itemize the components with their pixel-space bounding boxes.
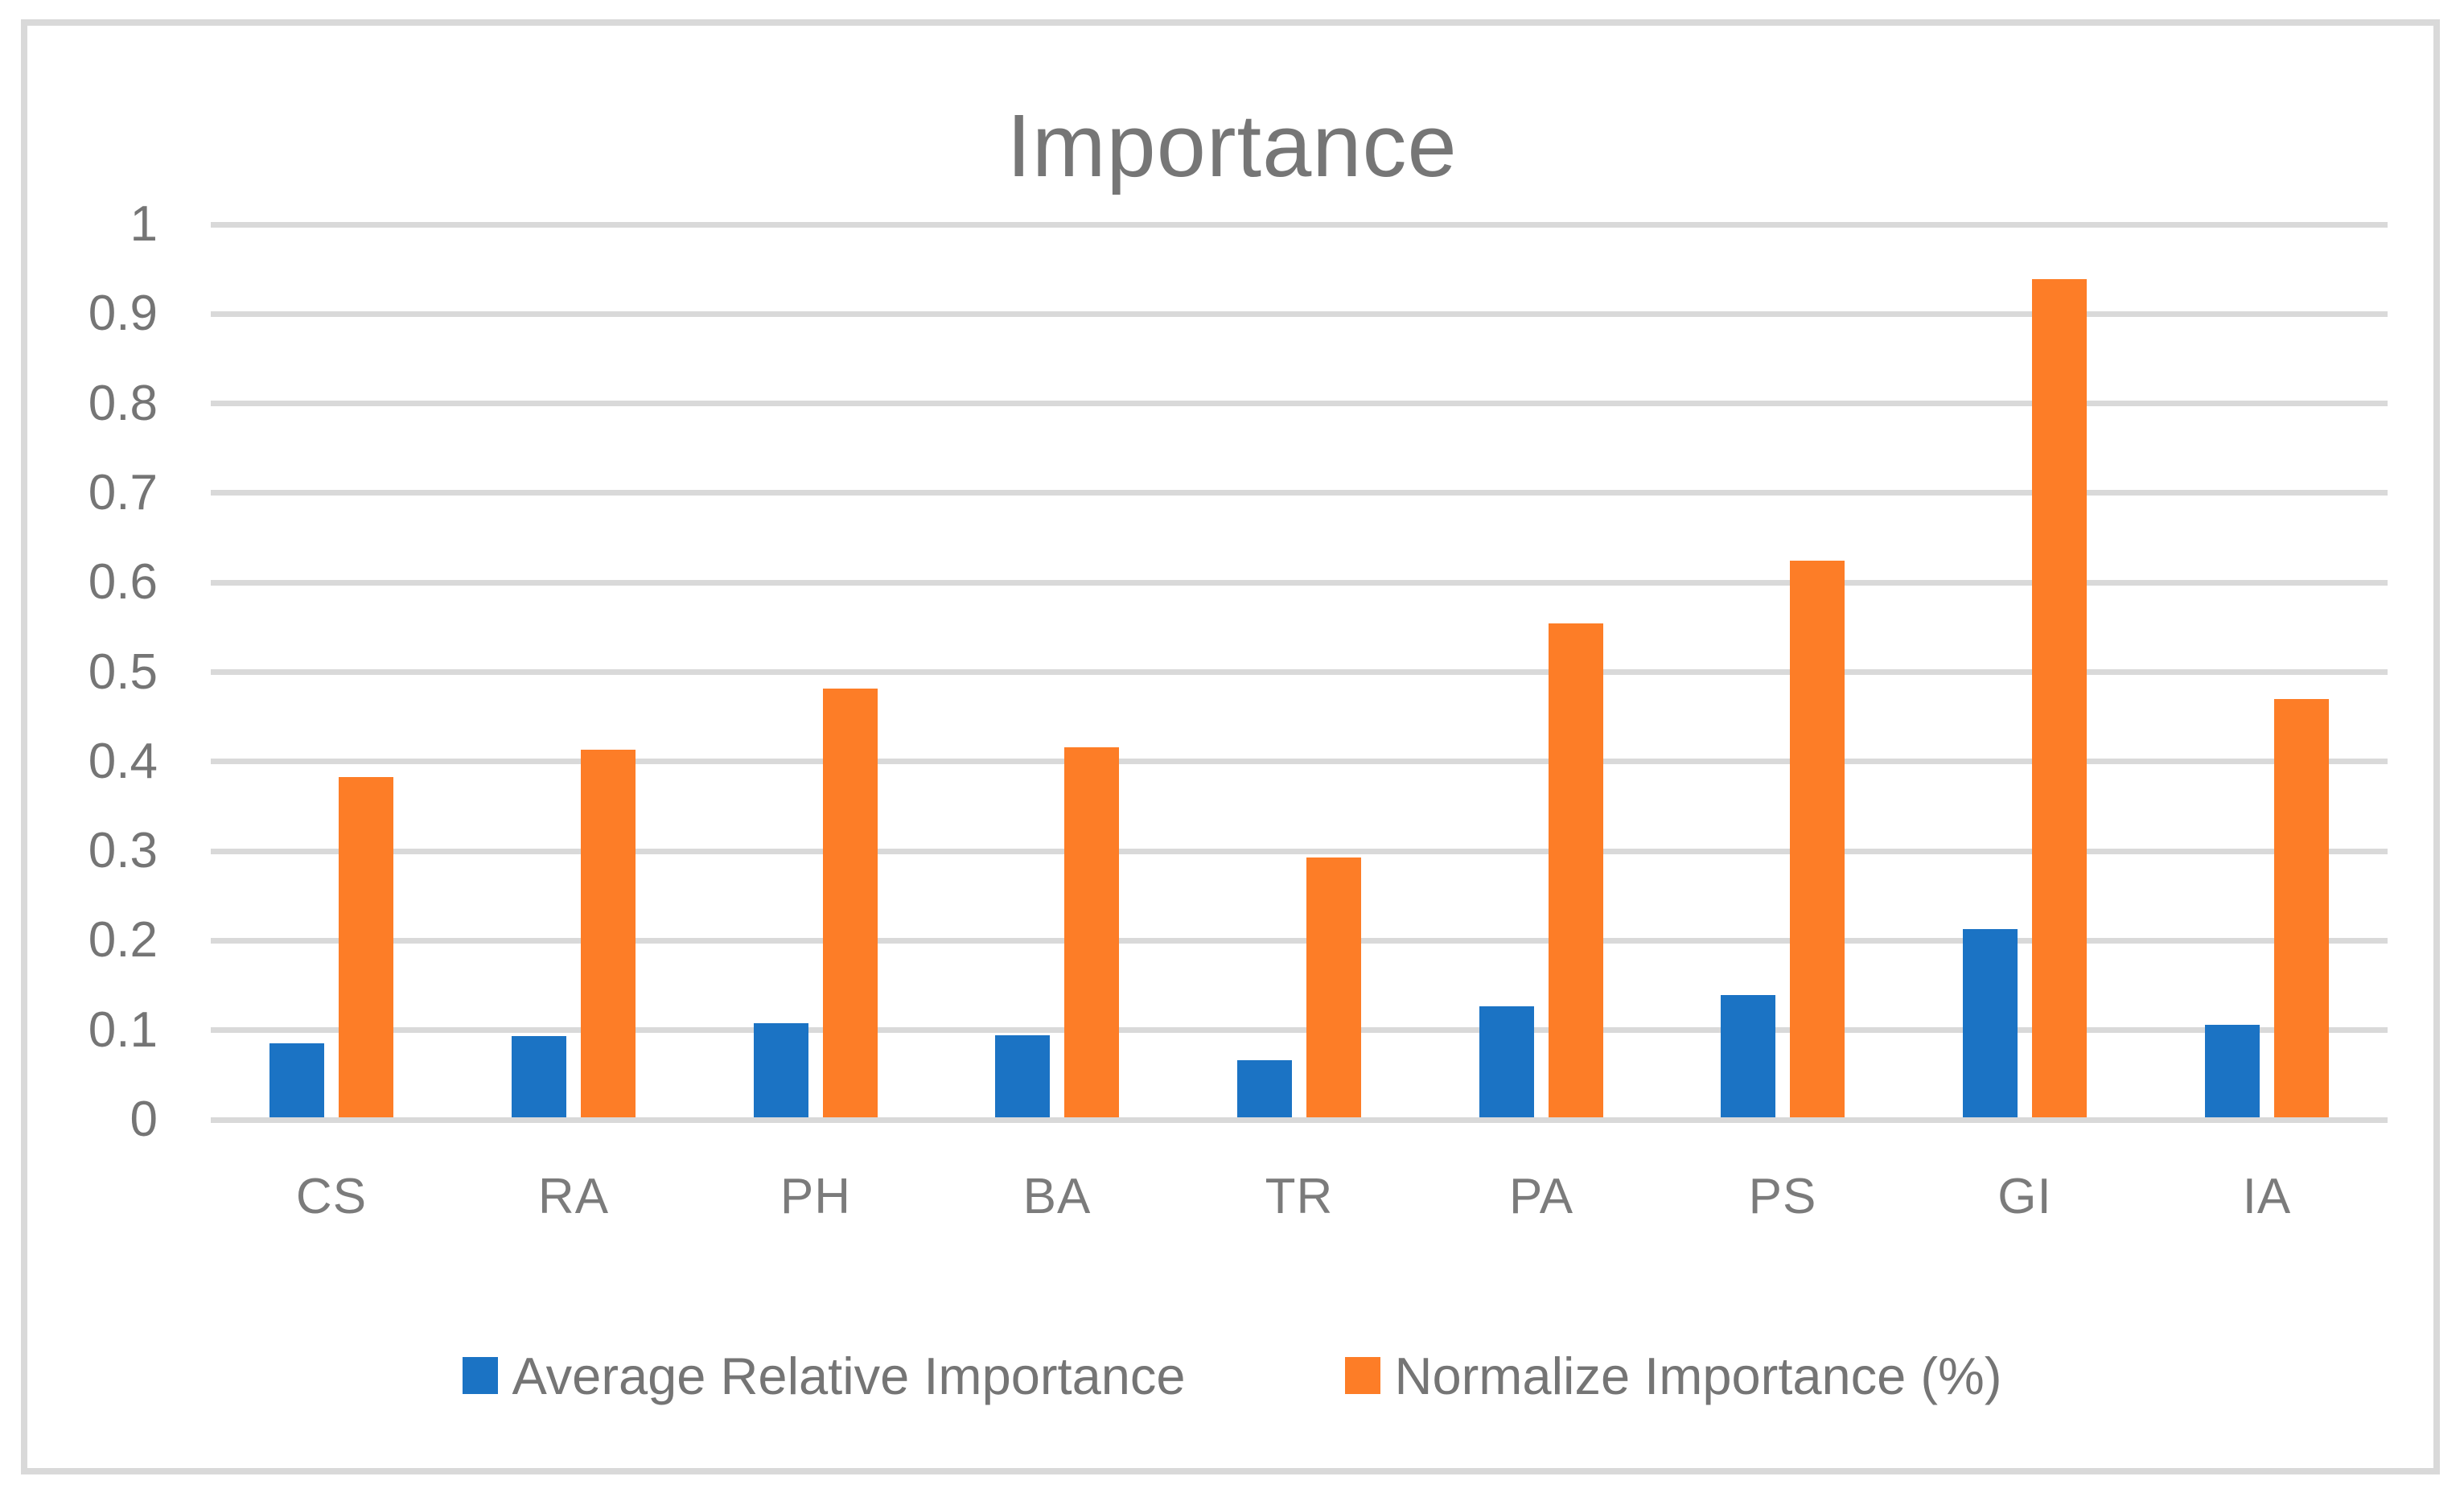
bar-average-relative-importance: [269, 1043, 324, 1117]
gridline: [211, 579, 2388, 586]
bar-average-relative-importance: [1721, 995, 1775, 1117]
gridline: [211, 221, 2388, 228]
x-axis-category-label: TR: [1265, 1169, 1334, 1224]
y-axis-tick-label: 0.7: [88, 464, 158, 520]
y-axis-tick-label: 1: [130, 196, 158, 252]
gridline: [211, 759, 2388, 765]
gridline: [211, 1117, 2388, 1123]
y-axis-tick-label: 0: [130, 1092, 158, 1147]
x-axis-category-label: PA: [1508, 1169, 1574, 1224]
legend-item: Normalize Importance (%): [1344, 1346, 2002, 1406]
bar-normalize-importance: [1549, 623, 1603, 1117]
bar-average-relative-importance: [1963, 929, 2018, 1117]
legend-label: Average Relative Importance: [512, 1346, 1186, 1405]
y-axis-tick-label: 0.6: [88, 554, 158, 611]
legend-item: Average Relative Importance: [462, 1346, 1186, 1406]
y-axis-tick-label: 0.2: [88, 912, 158, 969]
bar-normalize-importance: [1064, 747, 1119, 1117]
bar-average-relative-importance: [1479, 1006, 1534, 1117]
legend-swatch-icon: [462, 1357, 498, 1394]
chart-title: Importance: [1006, 97, 1458, 195]
bar-average-relative-importance: [2205, 1025, 2260, 1117]
bar-average-relative-importance: [512, 1036, 566, 1117]
x-axis-category-label: IA: [2242, 1169, 2292, 1224]
bar-average-relative-importance: [1237, 1060, 1292, 1117]
x-axis-category-label: PS: [1748, 1169, 1817, 1224]
y-axis-tick-label: 0.8: [88, 375, 158, 431]
bar-average-relative-importance: [754, 1023, 808, 1117]
x-axis-category-label: PH: [780, 1169, 852, 1224]
gridline: [211, 848, 2388, 854]
legend-label: Normalize Importance (%): [1394, 1346, 2002, 1405]
bar-normalize-importance: [1790, 561, 1845, 1117]
gridline: [211, 401, 2388, 407]
y-axis-tick-label: 0.3: [88, 823, 158, 879]
bar-normalize-importance: [581, 750, 636, 1117]
gridline: [211, 311, 2388, 317]
x-axis-category-label: GI: [1997, 1169, 2052, 1224]
gridline: [211, 1027, 2388, 1034]
y-axis-tick-label: 0.4: [88, 733, 158, 789]
bar-normalize-importance: [2274, 699, 2329, 1117]
gridline: [211, 937, 2388, 944]
y-axis-tick-label: 0.5: [88, 644, 158, 700]
x-axis-category-label: BA: [1022, 1169, 1092, 1224]
chart-legend: Average Relative Importance Normalize Imp…: [0, 1339, 2464, 1413]
x-axis-category-label: RA: [537, 1169, 610, 1224]
bar-normalize-importance: [339, 777, 393, 1117]
x-axis-category-label: CS: [295, 1169, 368, 1224]
bar-normalize-importance: [2032, 279, 2087, 1117]
y-axis-tick-label: 0.1: [88, 1001, 158, 1058]
legend-swatch-icon: [1344, 1357, 1380, 1394]
y-axis-tick-label: 0.9: [88, 286, 158, 342]
gridline: [211, 490, 2388, 496]
gridline: [211, 669, 2388, 675]
bar-average-relative-importance: [995, 1035, 1050, 1117]
bar-normalize-importance: [823, 689, 878, 1117]
bar-normalize-importance: [1306, 857, 1361, 1117]
